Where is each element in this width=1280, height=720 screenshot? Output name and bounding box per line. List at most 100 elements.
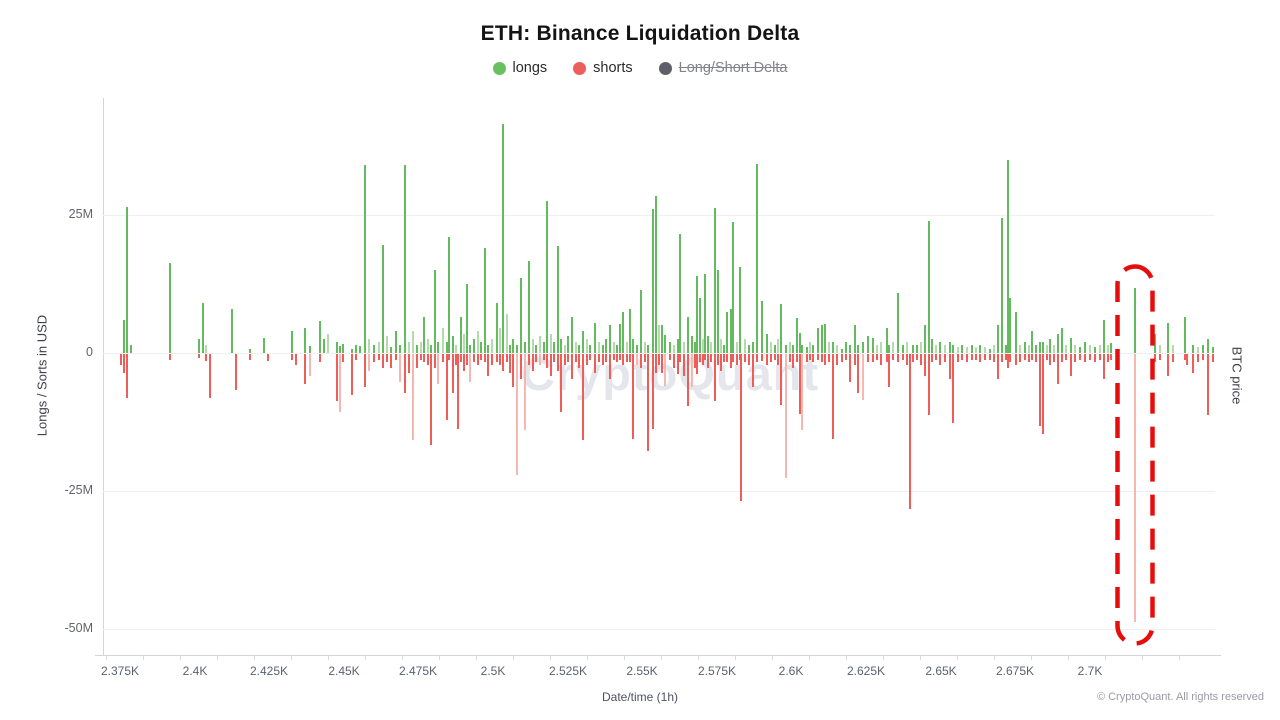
short-bar[interactable]: [1202, 354, 1204, 360]
long-bar[interactable]: [629, 309, 631, 353]
long-bar[interactable]: [694, 341, 696, 353]
short-bar[interactable]: [906, 354, 908, 366]
short-bar[interactable]: [543, 354, 545, 360]
long-bar[interactable]: [1070, 337, 1072, 353]
short-bar[interactable]: [888, 354, 890, 388]
long-bar[interactable]: [1089, 344, 1091, 353]
short-bar[interactable]: [169, 354, 171, 360]
long-bar[interactable]: [368, 339, 370, 353]
short-bar[interactable]: [957, 354, 959, 363]
short-bar[interactable]: [351, 354, 353, 396]
long-bar[interactable]: [575, 341, 577, 353]
long-bar[interactable]: [717, 270, 719, 353]
short-bar[interactable]: [532, 354, 534, 371]
short-bar[interactable]: [1103, 354, 1105, 379]
short-bar[interactable]: [854, 354, 856, 366]
short-bar[interactable]: [1065, 354, 1067, 360]
long-bar[interactable]: [792, 344, 794, 353]
long-bar[interactable]: [888, 344, 890, 353]
short-bar[interactable]: [687, 354, 689, 407]
short-bar[interactable]: [1184, 354, 1186, 360]
short-bar[interactable]: [491, 354, 493, 366]
short-bar[interactable]: [442, 354, 444, 363]
long-bar[interactable]: [1053, 344, 1055, 353]
short-bar[interactable]: [694, 354, 696, 368]
long-bar[interactable]: [319, 320, 321, 353]
long-bar[interactable]: [655, 195, 657, 353]
short-bar[interactable]: [761, 354, 763, 361]
short-bar[interactable]: [304, 354, 306, 385]
short-bar[interactable]: [1094, 354, 1096, 363]
long-bar[interactable]: [496, 303, 498, 353]
short-bar[interactable]: [1099, 354, 1101, 360]
long-bar[interactable]: [673, 344, 675, 353]
short-bar[interactable]: [801, 354, 803, 430]
short-bar[interactable]: [496, 354, 498, 363]
long-bar[interactable]: [975, 347, 977, 353]
short-bar[interactable]: [723, 354, 725, 363]
short-bar[interactable]: [509, 354, 511, 374]
long-bar[interactable]: [1084, 341, 1086, 353]
short-bar[interactable]: [841, 354, 843, 363]
short-bar[interactable]: [785, 354, 787, 478]
long-bar[interactable]: [966, 347, 968, 353]
long-bar[interactable]: [984, 347, 986, 353]
short-bar[interactable]: [897, 354, 899, 363]
short-bar[interactable]: [780, 354, 782, 405]
short-bar[interactable]: [849, 354, 851, 382]
short-bar[interactable]: [912, 354, 914, 363]
short-bar[interactable]: [640, 354, 642, 368]
short-bar[interactable]: [862, 354, 864, 400]
long-bar[interactable]: [1009, 297, 1011, 353]
long-bar[interactable]: [1107, 344, 1109, 353]
short-bar[interactable]: [473, 354, 475, 363]
long-bar[interactable]: [466, 284, 468, 353]
short-bar[interactable]: [961, 354, 963, 360]
short-bar[interactable]: [658, 354, 660, 366]
long-bar[interactable]: [571, 317, 573, 353]
long-bar[interactable]: [748, 344, 750, 353]
short-bar[interactable]: [647, 354, 649, 451]
short-bar[interactable]: [586, 354, 588, 366]
long-bar[interactable]: [231, 308, 233, 353]
short-bar[interactable]: [652, 354, 654, 429]
short-bar[interactable]: [766, 354, 768, 366]
short-bar[interactable]: [975, 354, 977, 360]
short-bar[interactable]: [880, 354, 882, 366]
legend-item-shorts[interactable]: shorts: [573, 60, 633, 76]
long-bar[interactable]: [924, 325, 926, 353]
short-bar[interactable]: [1005, 354, 1007, 360]
plot-area[interactable]: [103, 98, 1215, 655]
short-bar[interactable]: [378, 354, 380, 360]
short-bar[interactable]: [661, 354, 663, 374]
short-bar[interactable]: [553, 354, 555, 363]
long-bar[interactable]: [516, 344, 518, 353]
short-bar[interactable]: [752, 354, 754, 388]
short-bar[interactable]: [455, 354, 457, 366]
short-bar[interactable]: [512, 354, 514, 388]
short-bar[interactable]: [828, 354, 830, 363]
short-bar[interactable]: [777, 354, 779, 366]
long-bar[interactable]: [1159, 344, 1161, 353]
short-bar[interactable]: [867, 354, 869, 363]
short-bar[interactable]: [1007, 354, 1009, 368]
short-bar[interactable]: [619, 354, 621, 360]
short-bar[interactable]: [1172, 354, 1174, 363]
short-bar[interactable]: [809, 354, 811, 360]
long-bar[interactable]: [766, 334, 768, 353]
long-bar[interactable]: [979, 344, 981, 353]
long-bar[interactable]: [841, 348, 843, 353]
long-bar[interactable]: [770, 341, 772, 353]
long-bar[interactable]: [817, 327, 819, 353]
short-bar[interactable]: [480, 354, 482, 360]
long-bar[interactable]: [756, 163, 758, 353]
long-bar[interactable]: [1202, 344, 1204, 353]
long-bar[interactable]: [528, 261, 530, 353]
short-bar[interactable]: [309, 354, 311, 377]
short-bar[interactable]: [575, 354, 577, 363]
long-bar[interactable]: [821, 325, 823, 353]
long-bar[interactable]: [809, 341, 811, 353]
long-bar[interactable]: [364, 165, 366, 353]
long-bar[interactable]: [1065, 344, 1067, 353]
short-bar[interactable]: [126, 354, 128, 399]
